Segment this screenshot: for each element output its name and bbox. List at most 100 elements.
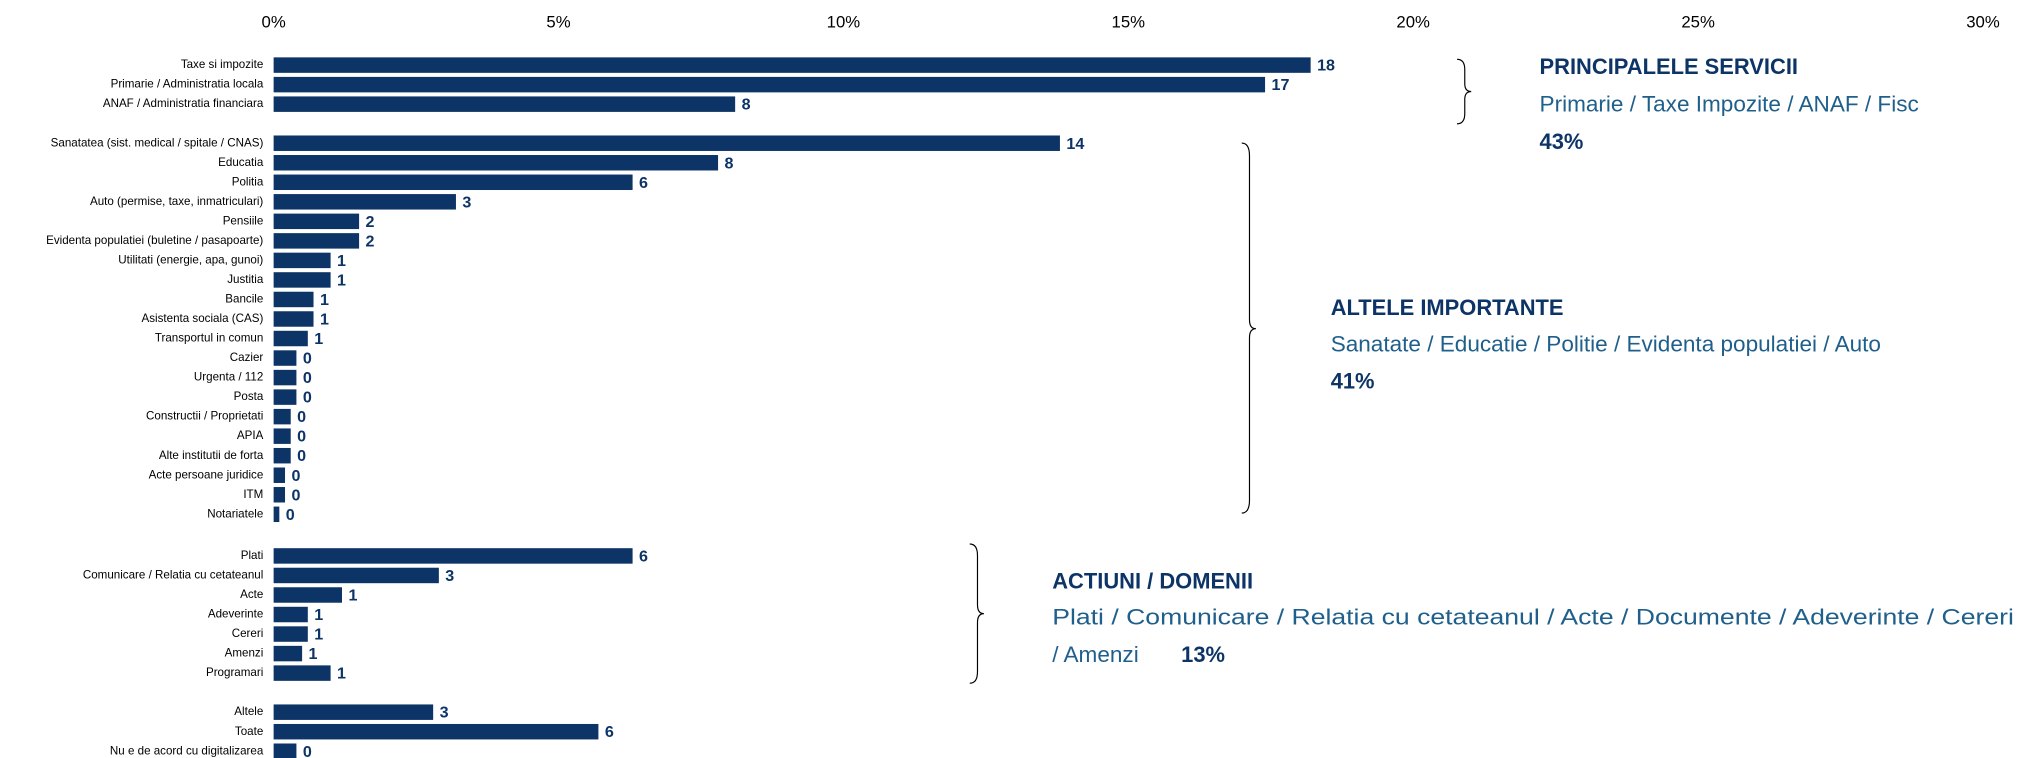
category-label: Plati xyxy=(241,549,264,562)
bar xyxy=(273,311,314,327)
category-label: Evidenta populatiei (buletine / pasapoar… xyxy=(46,234,263,247)
bar xyxy=(273,350,297,366)
brace xyxy=(1241,142,1256,514)
category-label: Programari xyxy=(206,666,263,679)
category-label: Utilitati (energie, apa, gunoi) xyxy=(118,253,263,266)
x-tick-label: 10% xyxy=(827,13,861,32)
value-label: 8 xyxy=(725,154,734,172)
value-label: 1 xyxy=(337,252,346,270)
category-label: Comunicare / Relatia cu cetateanul xyxy=(83,569,263,582)
bar xyxy=(273,626,308,642)
bar xyxy=(273,704,434,720)
value-label: 0 xyxy=(303,369,312,387)
bar xyxy=(273,76,1266,93)
category-label: Transportul in comun xyxy=(155,332,263,345)
category-label: Pensiile xyxy=(223,214,264,227)
value-label: 1 xyxy=(314,606,323,624)
category-label: Nu e de acord cu digitalizarea xyxy=(110,744,264,757)
bar xyxy=(273,467,286,483)
category-label: Amenzi xyxy=(225,647,264,660)
value-label: 1 xyxy=(337,271,346,289)
bar xyxy=(273,194,456,210)
bar xyxy=(273,174,633,191)
value-label: 1 xyxy=(320,311,329,329)
value-label: 18 xyxy=(1317,57,1335,75)
value-label: 0 xyxy=(303,389,312,407)
bar xyxy=(273,252,331,269)
value-label: 0 xyxy=(297,428,306,446)
bar xyxy=(273,743,297,758)
bar xyxy=(273,665,331,681)
bar xyxy=(273,723,599,740)
x-tick-label: 0% xyxy=(262,13,286,32)
annotation-text: Plati / Comunicare / Relatia cu cetatean… xyxy=(1052,605,2014,630)
annotation-title: PRINCIPALELE SERVICII xyxy=(1540,54,1798,79)
value-label: 1 xyxy=(337,665,346,683)
value-label: 0 xyxy=(303,350,312,368)
value-label: 1 xyxy=(320,291,329,309)
bar xyxy=(273,548,633,564)
value-label: 2 xyxy=(366,232,375,250)
brace xyxy=(1456,58,1472,125)
annotation-title: ALTELE IMPORTANTE xyxy=(1331,295,1564,320)
bar xyxy=(273,213,360,230)
brace xyxy=(969,543,984,684)
category-label: Posta xyxy=(234,390,264,403)
bar xyxy=(273,447,291,464)
category-label: Asistenta sociala (CAS) xyxy=(142,312,264,325)
value-label: 6 xyxy=(639,174,648,192)
annotation-value: 43% xyxy=(1540,129,1584,154)
bar xyxy=(273,645,303,662)
value-label: 2 xyxy=(366,213,375,231)
bar xyxy=(273,606,308,623)
bar xyxy=(273,587,343,603)
x-tick-label: 5% xyxy=(546,13,570,32)
bar xyxy=(273,506,280,523)
value-label: 0 xyxy=(297,408,306,426)
value-label: 0 xyxy=(297,447,306,465)
annotation-title: ACTIUNI / DOMENII xyxy=(1052,568,1253,593)
value-label: 6 xyxy=(639,547,648,565)
value-label: 0 xyxy=(291,467,300,485)
category-label: Politia xyxy=(232,175,264,188)
category-label: ITM xyxy=(243,488,263,501)
bar xyxy=(273,428,291,444)
category-label: Notariatele xyxy=(207,507,263,520)
bar xyxy=(273,567,439,584)
category-label: Auto (permise, taxe, inmatriculari) xyxy=(90,195,263,208)
annotation-text: Primarie / Taxe Impozite / ANAF / Fisc xyxy=(1540,92,1919,117)
x-tick-label: 30% xyxy=(1966,13,2000,32)
x-tick-label: 25% xyxy=(1681,13,1715,32)
value-label: 8 xyxy=(742,96,751,114)
category-label: Toate xyxy=(235,725,263,738)
x-tick-label: 20% xyxy=(1396,13,1430,32)
category-label: Constructii / Proprietati xyxy=(146,410,263,423)
value-label: 0 xyxy=(286,506,295,524)
category-label: Primarie / Administratia locala xyxy=(111,78,264,91)
bar xyxy=(273,291,314,308)
value-label: 14 xyxy=(1066,135,1084,153)
bar xyxy=(273,389,297,405)
value-label: 1 xyxy=(314,330,323,348)
category-label: Bancile xyxy=(225,293,263,306)
bar xyxy=(273,330,308,347)
x-tick-label: 15% xyxy=(1112,13,1146,32)
category-label: Cereri xyxy=(232,627,264,640)
value-label: 1 xyxy=(348,587,357,605)
value-label: 0 xyxy=(303,743,312,758)
category-label: Acte xyxy=(240,588,263,601)
category-label: Acte persoane juridice xyxy=(149,468,264,481)
bar xyxy=(273,57,1311,73)
annotation-text: Sanatate / Educatie / Politie / Evidenta… xyxy=(1331,331,1881,356)
bar xyxy=(273,369,297,386)
value-label: 0 xyxy=(291,486,300,504)
category-label: APIA xyxy=(237,429,264,442)
value-label: 3 xyxy=(440,704,449,722)
value-label: 3 xyxy=(462,193,471,211)
value-label: 17 xyxy=(1272,76,1290,94)
category-label: Sanatatea (sist. medical / spitale / CNA… xyxy=(51,136,264,149)
value-label: 3 xyxy=(445,567,454,585)
category-label: Adeverinte xyxy=(208,608,263,621)
